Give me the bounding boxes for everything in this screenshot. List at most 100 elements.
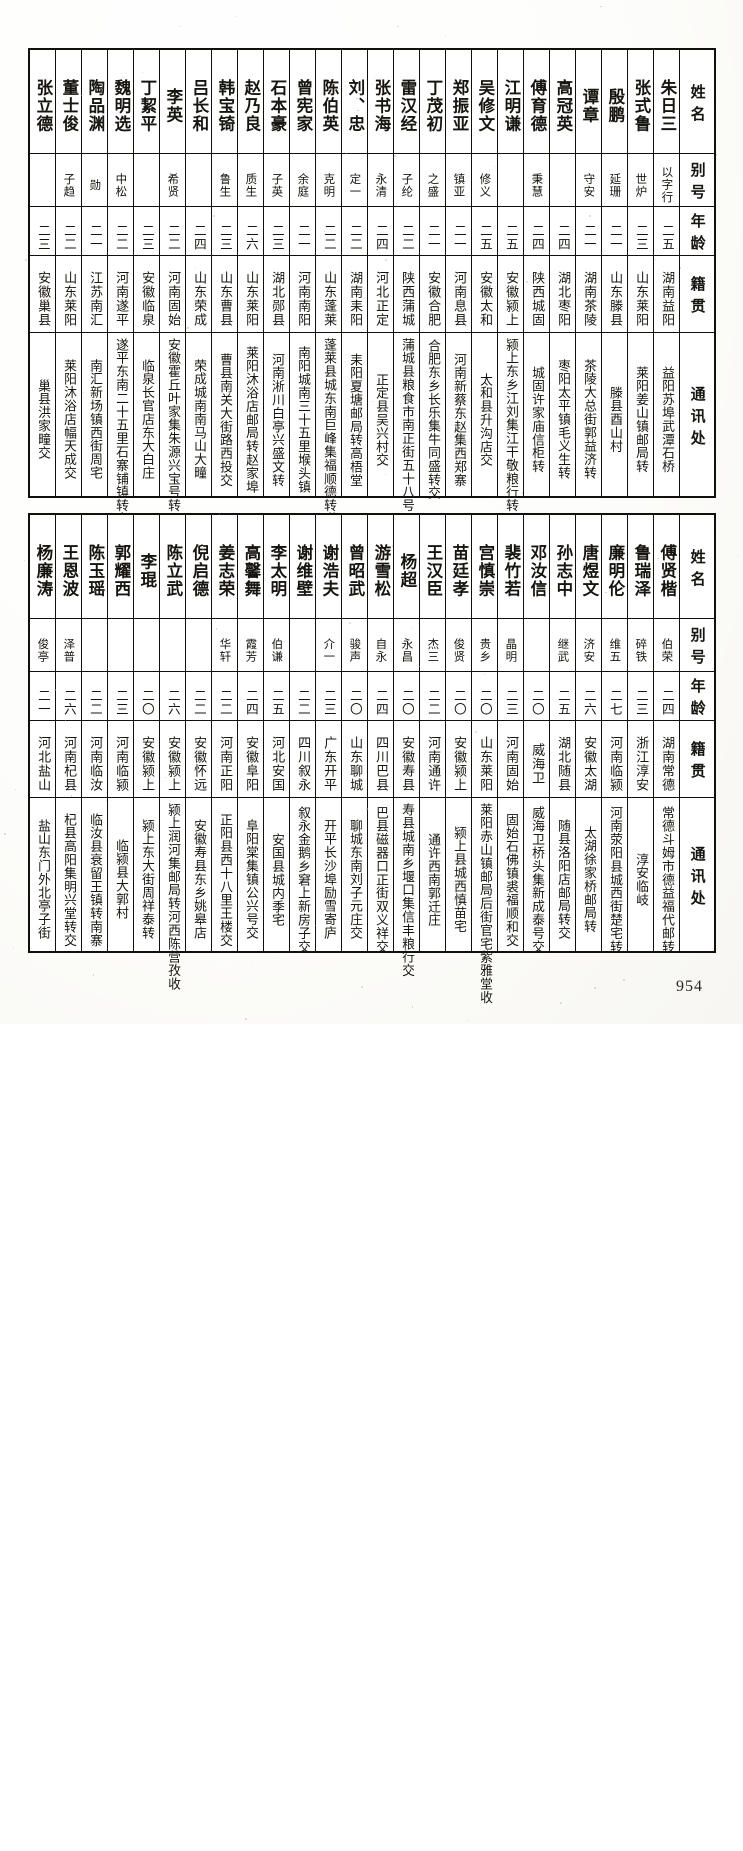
cell-name: 裴竹若	[498, 515, 524, 619]
alias-text: 余庭	[297, 154, 309, 211]
address-text: 杞县高阳集明兴堂转交	[62, 798, 75, 956]
age-text: 二四	[374, 207, 387, 261]
cell-age: 二三	[628, 672, 654, 721]
cell-age: 二一	[576, 207, 602, 256]
cell-address: 巢县洪家疃交	[30, 333, 56, 497]
cell-native: 山东蓬莱	[316, 256, 342, 333]
address-text: 临颍县大郭村	[114, 798, 127, 956]
cell-native: 山东莱阳	[238, 256, 264, 333]
scan-speck	[445, 35, 446, 36]
native-text: 陕西蒲城	[400, 256, 413, 337]
alias-text: 霞芳	[245, 619, 257, 676]
cell-name: 宫慎崇	[472, 515, 498, 619]
cell-alias: 华轩	[212, 619, 238, 672]
address-text: 莱阳沐浴店幅天成交	[62, 333, 75, 501]
cell-address: 颍上县城西慎苗宅	[446, 798, 472, 952]
scan-speck	[605, 592, 606, 593]
cell-alias	[290, 619, 316, 672]
native-text: 安徽临泉	[140, 256, 153, 337]
cell-native: 安徽巢县	[30, 256, 56, 333]
address-text: 颍上东大街周祥泰转	[140, 798, 153, 956]
cell-native: 湖北郧县	[264, 256, 290, 333]
alias-text: 贵乡	[479, 619, 491, 676]
scan-speck	[468, 1020, 469, 1021]
cell-age: 二三	[498, 672, 524, 721]
scan-speck	[187, 327, 188, 328]
cell-address: 荣成城南南马山大疃	[186, 333, 212, 497]
cell-alias	[134, 154, 160, 207]
cell-age: 二三	[212, 207, 238, 256]
cell-alias	[186, 619, 212, 672]
scan-speck	[324, 231, 325, 232]
scan-speck	[655, 259, 656, 260]
age-text: 二二	[296, 672, 309, 726]
name-text: 雷汉经	[398, 50, 415, 157]
cell-age: 二二	[108, 207, 134, 256]
cell-address: 南阳城南三十五里堠头镇	[290, 333, 316, 497]
cell-address: 威海卫桥头集新成泰号交	[524, 798, 550, 952]
age-text: 二五	[556, 672, 569, 726]
age-text: 二二	[426, 672, 439, 726]
scan-speck	[600, 6, 602, 8]
name-text: 魏明选	[112, 50, 129, 157]
cell-name: 朱日三	[654, 50, 680, 154]
native-text: 河北盐山	[36, 721, 49, 802]
cell-age: 二六	[56, 672, 82, 721]
cell-name: 邓汝信	[524, 515, 550, 619]
cell-native: 河南遂平	[108, 256, 134, 333]
cell-alias: 子英	[264, 154, 290, 207]
name-text: 王汉臣	[424, 515, 441, 622]
native-text: 湖南茶陵	[582, 256, 595, 337]
cell-age: 二二	[212, 672, 238, 721]
scan-speck	[195, 267, 196, 268]
name-text: 谢维壁	[294, 515, 311, 622]
address-text: 太和县升沟店交	[478, 333, 491, 501]
cell-alias: 以字行	[654, 154, 680, 207]
cell-alias	[134, 619, 160, 672]
cell-age: 二六	[576, 672, 602, 721]
cell-address: 巴县磁器口正街双义祥交	[368, 798, 394, 952]
age-text: 二〇	[452, 672, 465, 726]
native-text: 安徽合肥	[426, 256, 439, 337]
age-text: 二二	[400, 207, 413, 261]
cell-name: 傅贤楷	[654, 515, 680, 619]
age-text: 二三	[634, 207, 647, 261]
cell-address: 太湖徐家桥邮局转	[576, 798, 602, 952]
address-text: 河南淅川白亭兴盛文转	[270, 333, 283, 501]
native-text: 山东蓬莱	[322, 256, 335, 337]
row-header-label: 年龄	[689, 207, 704, 259]
cell-native: 安徽寿县	[394, 721, 420, 798]
alias-text: 永清	[375, 154, 387, 211]
cell-native: 湖北随县	[550, 721, 576, 798]
cell-native: 江苏南汇	[82, 256, 108, 333]
alias-text: 子英	[271, 154, 283, 211]
native-text: 河南正阳	[218, 721, 231, 802]
cell-native: 河北正定	[368, 256, 394, 333]
cell-alias: 自永	[368, 619, 394, 672]
cell-address: 杞县高阳集明兴堂转交	[56, 798, 82, 952]
cell-name: 张式鲁	[628, 50, 654, 154]
alias-text: 克明	[323, 154, 335, 211]
cell-alias: 鲁生	[212, 154, 238, 207]
native-text: 河南临颍	[608, 721, 621, 802]
table-grid-upper: 张立德 董士俊 陶品渊 魏明选 丁絜平 李英 吕长和 韩宝锜 赵乃良 石本豪 曾宪家 陈伯英 刘、忠 张书…	[30, 50, 714, 496]
address-text: 通许西南郭迁庄	[426, 798, 439, 956]
cell-alias: 晶明	[498, 619, 524, 672]
cell-address: 莱阳赤山镇邮局后街官宅紫雅堂收	[472, 798, 498, 952]
cell-alias: 定一	[342, 154, 368, 207]
row-header-age: 年龄	[680, 207, 714, 256]
cell-native: 湖北枣阳	[550, 256, 576, 333]
alias-text: 镇亚	[453, 154, 465, 211]
cell-name: 江明谦	[498, 50, 524, 154]
alias-text: 维五	[609, 619, 621, 676]
scan-speck	[13, 947, 14, 948]
native-text: 安徽巢县	[36, 256, 49, 337]
name-text: 杨超	[398, 515, 415, 622]
age-text: 二一	[426, 207, 439, 261]
name-text: 倪启德	[190, 515, 207, 622]
age-text: 二二	[114, 207, 127, 261]
age-text: 二二	[348, 207, 361, 261]
native-text: 河南杞县	[62, 721, 75, 802]
native-text: 河南通许	[426, 721, 439, 802]
cell-alias: 修义	[472, 154, 498, 207]
